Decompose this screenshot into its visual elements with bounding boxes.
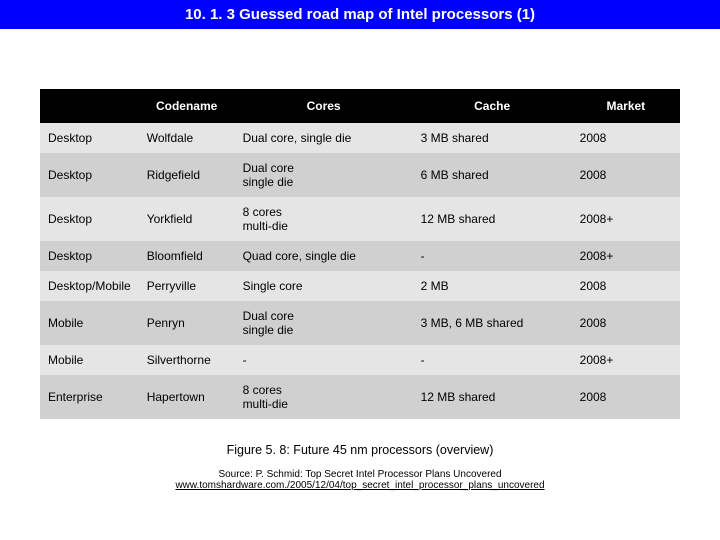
- table-row: Desktop Ridgefield Dual coresingle die 6…: [40, 153, 680, 197]
- cell-category: Desktop: [40, 123, 139, 153]
- source-link[interactable]: www.tomshardware.com./2005/12/04/top_sec…: [175, 480, 544, 491]
- cell-codename: Silverthorne: [139, 345, 235, 375]
- cell-cache: -: [413, 241, 572, 271]
- cell-cache: 2 MB: [413, 271, 572, 301]
- cell-market: 2008: [572, 375, 680, 419]
- cell-market: 2008: [572, 271, 680, 301]
- slide-title: 10. 1. 3 Guessed road map of Intel proce…: [185, 6, 535, 23]
- cell-cache: 3 MB, 6 MB shared: [413, 301, 572, 345]
- table-row: Desktop Yorkfield 8 coresmulti-die 12 MB…: [40, 197, 680, 241]
- cell-category: Desktop: [40, 241, 139, 271]
- cell-cache: 6 MB shared: [413, 153, 572, 197]
- cell-cache: 12 MB shared: [413, 197, 572, 241]
- cell-cores: Dual coresingle die: [235, 153, 413, 197]
- cell-codename: Bloomfield: [139, 241, 235, 271]
- cell-cache: 12 MB shared: [413, 375, 572, 419]
- cell-codename: Penryn: [139, 301, 235, 345]
- col-header-cores: Cores: [235, 89, 413, 123]
- cell-cores: Dual coresingle die: [235, 301, 413, 345]
- cell-category: Desktop: [40, 153, 139, 197]
- cell-cores: Single core: [235, 271, 413, 301]
- table-row: Desktop/Mobile Perryville Single core 2 …: [40, 271, 680, 301]
- cell-market: 2008+: [572, 345, 680, 375]
- cell-cores: Quad core, single die: [235, 241, 413, 271]
- cell-cache: -: [413, 345, 572, 375]
- cell-cores: 8 coresmulti-die: [235, 197, 413, 241]
- figure-caption: Figure 5. 8: Future 45 nm processors (ov…: [40, 443, 680, 457]
- table-container: Codename Cores Cache Market Desktop Wolf…: [0, 29, 720, 491]
- source-line: Source: P. Schmid: Top Secret Intel Proc…: [40, 469, 680, 491]
- cell-market: 2008+: [572, 241, 680, 271]
- cell-category: Enterprise: [40, 375, 139, 419]
- table-row: Enterprise Hapertown 8 coresmulti-die 12…: [40, 375, 680, 419]
- cell-category: Mobile: [40, 345, 139, 375]
- cell-cores: 8 coresmulti-die: [235, 375, 413, 419]
- cell-codename: Ridgefield: [139, 153, 235, 197]
- cell-market: 2008: [572, 301, 680, 345]
- title-bar: 10. 1. 3 Guessed road map of Intel proce…: [0, 0, 720, 29]
- table-row: Desktop Bloomfield Quad core, single die…: [40, 241, 680, 271]
- table-row: Mobile Penryn Dual coresingle die 3 MB, …: [40, 301, 680, 345]
- table-body: Desktop Wolfdale Dual core, single die 3…: [40, 123, 680, 419]
- cell-cores: -: [235, 345, 413, 375]
- cell-cache: 3 MB shared: [413, 123, 572, 153]
- cell-cores: Dual core, single die: [235, 123, 413, 153]
- header-row: Codename Cores Cache Market: [40, 89, 680, 123]
- processor-table: Codename Cores Cache Market Desktop Wolf…: [40, 89, 680, 419]
- col-header-cache: Cache: [413, 89, 572, 123]
- cell-codename: Wolfdale: [139, 123, 235, 153]
- cell-category: Desktop/Mobile: [40, 271, 139, 301]
- cell-market: 2008: [572, 153, 680, 197]
- table-row: Mobile Silverthorne - - 2008+: [40, 345, 680, 375]
- col-header-category: [40, 89, 139, 123]
- cell-category: Mobile: [40, 301, 139, 345]
- cell-market: 2008: [572, 123, 680, 153]
- cell-codename: Hapertown: [139, 375, 235, 419]
- cell-market: 2008+: [572, 197, 680, 241]
- source-prefix: Source: P. Schmid: Top Secret Intel Proc…: [218, 469, 501, 480]
- cell-codename: Perryville: [139, 271, 235, 301]
- col-header-codename: Codename: [139, 89, 235, 123]
- cell-category: Desktop: [40, 197, 139, 241]
- cell-codename: Yorkfield: [139, 197, 235, 241]
- table-row: Desktop Wolfdale Dual core, single die 3…: [40, 123, 680, 153]
- col-header-market: Market: [572, 89, 680, 123]
